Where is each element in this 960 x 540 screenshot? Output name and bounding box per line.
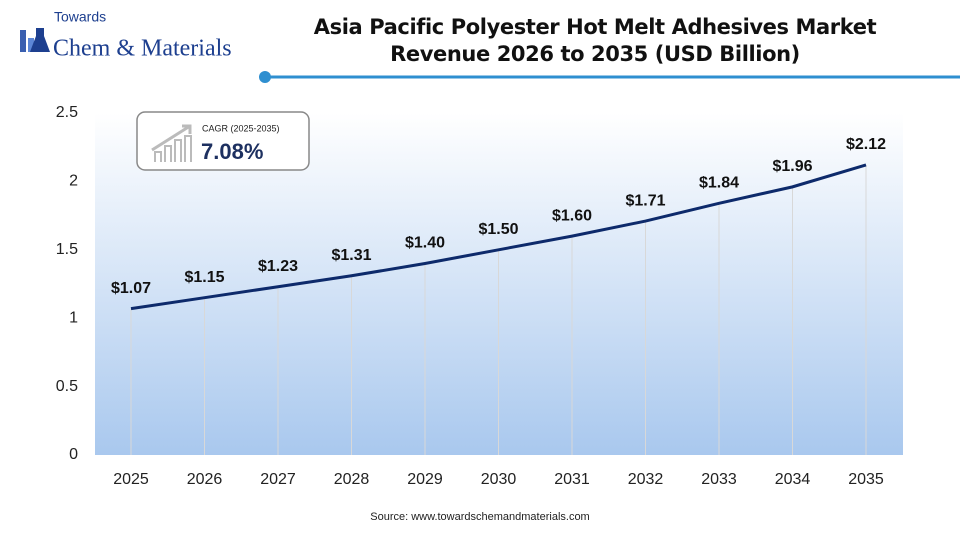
y-tick-label: 2 bbox=[69, 173, 78, 190]
data-label: $1.40 bbox=[405, 235, 445, 252]
cagr-box: CAGR (2025-2035) 7.08% bbox=[136, 111, 310, 171]
x-tick-label: 2033 bbox=[701, 471, 737, 488]
x-tick-label: 2026 bbox=[187, 471, 223, 488]
cagr-icon bbox=[151, 124, 192, 152]
data-label: $1.84 bbox=[699, 175, 739, 192]
y-tick-label: 2.5 bbox=[56, 104, 78, 121]
data-label: $1.71 bbox=[625, 192, 665, 209]
data-label: $1.60 bbox=[552, 207, 592, 224]
logo-bottom: Chem & Materials bbox=[53, 36, 232, 62]
logo-icon bbox=[30, 28, 50, 52]
x-tick-label: 2031 bbox=[554, 471, 590, 488]
data-label: $1.23 bbox=[258, 258, 298, 275]
header-dot bbox=[259, 71, 271, 83]
logo-icon bbox=[20, 30, 26, 52]
x-tick-label: 2029 bbox=[407, 471, 443, 488]
chart-title: Asia Pacific Polyester Hot Melt Adhesive… bbox=[313, 15, 877, 66]
data-label: $1.31 bbox=[331, 247, 371, 264]
cagr-icon bbox=[154, 135, 192, 162]
logo-icon bbox=[28, 38, 34, 52]
cagr-label: CAGR (2025-2035) bbox=[202, 123, 280, 133]
y-tick-label: 1.5 bbox=[56, 241, 78, 258]
x-tick-label: 2025 bbox=[113, 471, 149, 488]
source: Source: www.towardschemandmaterials.com bbox=[370, 511, 589, 523]
x-tick-label: 2028 bbox=[334, 471, 370, 488]
line bbox=[130, 163, 867, 311]
x-tick-label: 2027 bbox=[260, 471, 296, 488]
x-tick-label: 2032 bbox=[628, 471, 664, 488]
x-tick-label: 2035 bbox=[848, 471, 884, 488]
data-label: $1.96 bbox=[772, 158, 812, 175]
logo: Towards Chem & Materials bbox=[20, 9, 232, 62]
y-tick-label: 0.5 bbox=[56, 378, 78, 395]
x-tick-label: 2030 bbox=[481, 471, 517, 488]
data-label: $1.07 bbox=[111, 280, 151, 297]
x-tick-label: 2034 bbox=[775, 471, 811, 488]
data-label: $2.12 bbox=[846, 136, 886, 153]
data-label: $1.15 bbox=[184, 269, 224, 286]
data-label: $1.50 bbox=[478, 221, 518, 238]
logo-top: Towards bbox=[54, 9, 106, 25]
y-tick-label: 0 bbox=[69, 446, 78, 463]
cagr-value: 7.08% bbox=[201, 139, 263, 164]
y-tick-label: 1 bbox=[69, 309, 78, 326]
